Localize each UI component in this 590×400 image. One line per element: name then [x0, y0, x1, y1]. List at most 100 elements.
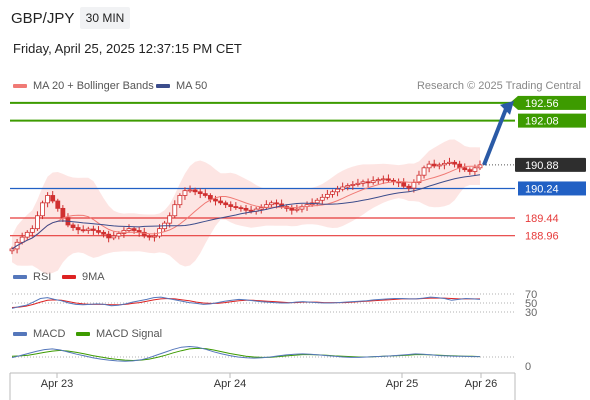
macd-tick-label: 0: [525, 361, 531, 373]
legend-label-rsi-ma: 9MA: [82, 271, 105, 283]
candle-body: [350, 184, 356, 186]
candle-body: [40, 202, 45, 217]
last-price-tag: [515, 157, 586, 172]
rsi-tick-label: 70: [525, 289, 537, 301]
candle-body: [223, 202, 229, 206]
candle-body: [380, 178, 386, 181]
candle-body: [416, 174, 422, 183]
candle-body: [45, 195, 51, 204]
candle-body: [441, 162, 447, 166]
rsi-tick-label: 30: [525, 307, 537, 319]
candle-body: [462, 167, 468, 171]
resistance-tag-1: [518, 113, 586, 128]
candle-body: [248, 209, 254, 212]
candle-body: [202, 193, 208, 196]
legend-label-ma20: MA 20 + Bollinger Bands: [33, 80, 154, 92]
candle-body: [96, 230, 101, 233]
candle-body: [365, 181, 371, 184]
legend-rsi-ma: 9MA: [62, 271, 105, 283]
x-tick-label: Apr 24: [214, 378, 246, 390]
candle-body: [111, 235, 117, 239]
macd-line: [11, 345, 480, 362]
candle-body: [167, 215, 173, 224]
credit-text: Research © 2025 Trading Central: [416, 80, 581, 92]
datetime-label: Friday, April 25, 2025 12:37:15 PM CET: [13, 41, 242, 56]
candle-body: [294, 208, 300, 211]
candle-body: [335, 188, 340, 193]
resistance-tag-0: [518, 95, 586, 110]
candle-body: [289, 207, 295, 211]
legend-swatch-rsi: [13, 275, 27, 280]
candle-body: [141, 231, 147, 237]
candle-body: [406, 185, 412, 189]
candle-body: [106, 233, 112, 239]
legend-swatch-macd-signal: [76, 332, 90, 337]
candle-body: [274, 202, 279, 205]
candle-body: [90, 228, 96, 231]
legend-ma50: MA 50: [156, 80, 207, 92]
candle-body: [426, 163, 432, 169]
candle-body: [411, 182, 417, 189]
x-tick-label: Apr 23: [41, 378, 73, 390]
candle-body: [421, 167, 427, 176]
candle-body: [29, 228, 35, 233]
candle-body: [60, 207, 66, 218]
ma50-line: [11, 174, 481, 250]
support-label-4: 189.44: [525, 213, 559, 225]
candle-body: [431, 163, 437, 167]
legend-label-macd: MACD: [33, 328, 66, 340]
candle-body: [182, 190, 188, 196]
candle-body: [472, 167, 478, 172]
symbol-title: GBP/JPY: [11, 10, 75, 27]
candle-body: [375, 179, 381, 182]
candle-body: [55, 200, 61, 209]
candle-body: [177, 195, 183, 206]
candle-body: [131, 228, 137, 231]
legend-rsi: RSI: [13, 271, 51, 283]
legend-label-ma50: MA 50: [176, 80, 208, 92]
candle-body: [50, 195, 56, 202]
candle-body: [233, 206, 239, 209]
candle-body: [187, 189, 193, 192]
candle-body: [70, 224, 76, 228]
candle-body: [401, 182, 407, 187]
legend-swatch-macd: [13, 332, 27, 337]
candle-body: [228, 204, 234, 207]
candle-body: [126, 228, 132, 231]
candle-body: [218, 200, 223, 204]
candle-body: [9, 248, 15, 252]
candle-body: [101, 231, 106, 235]
forecast-arrow-shaft: [482, 108, 508, 166]
support-label-5: 188.96: [525, 231, 559, 243]
candle-body: [207, 195, 213, 200]
candle-body: [370, 180, 376, 183]
x-tick-label: Apr 25: [386, 378, 418, 390]
candle-body: [330, 191, 335, 195]
x-tick-label: Apr 26: [465, 378, 497, 390]
candle-body: [152, 235, 157, 238]
candle-body: [75, 227, 81, 231]
candle-body: [146, 235, 152, 238]
legend-macd-signal: MACD Signal: [76, 328, 162, 340]
candle-body: [85, 228, 91, 231]
ma20-line: [11, 165, 480, 250]
candle-body: [19, 236, 25, 243]
legend-swatch-ma20: [13, 84, 27, 89]
candle-body: [35, 215, 40, 230]
resistance-label-0: 192.56: [525, 98, 559, 110]
candle-body: [24, 231, 30, 238]
candle-body: [197, 191, 203, 195]
timeframe-badge[interactable]: 30 MIN: [80, 7, 130, 29]
pivot-tag-3: [518, 181, 586, 196]
candle-body: [340, 186, 346, 190]
candle-body: [192, 189, 198, 193]
resistance-tag-pointer: [510, 95, 518, 110]
legend-swatch-rsi-ma: [62, 275, 76, 280]
candle-body: [213, 198, 218, 202]
legend-label-rsi: RSI: [33, 271, 52, 283]
legend-ma20: MA 20 + Bollinger Bands: [13, 80, 154, 92]
candle-body: [116, 233, 122, 237]
legend-label-macd-signal: MACD Signal: [96, 328, 163, 340]
candle-body: [386, 178, 391, 181]
